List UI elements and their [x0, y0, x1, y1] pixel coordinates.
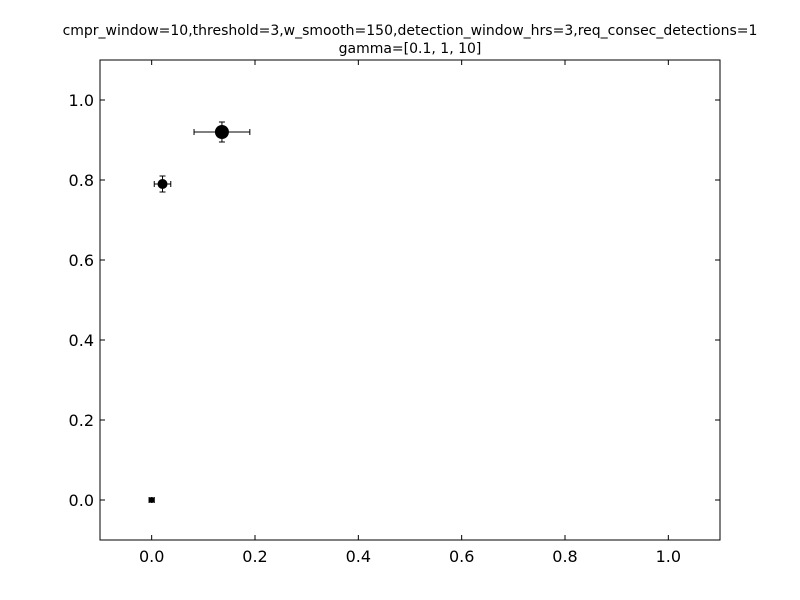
- chart-title-line-1: cmpr_window=10,threshold=3,w_smooth=150,…: [63, 23, 758, 39]
- x-axis: 0.0 0.2 0.4 0.6 0.8 1.0: [139, 60, 681, 566]
- y-tick-label: 1.0: [69, 91, 94, 110]
- x-tick-label: 0.4: [346, 547, 371, 566]
- data-point: [157, 179, 168, 189]
- y-tick-label: 0.0: [69, 491, 94, 510]
- data-points: [148, 121, 251, 503]
- data-point: [148, 497, 155, 503]
- plot-frame: [99, 59, 721, 541]
- x-tick-label: 0.8: [552, 547, 577, 566]
- y-axis: 0.0 0.2 0.4 0.6 0.8 1.0: [69, 91, 720, 510]
- x-tick-label: 0.6: [449, 547, 474, 566]
- chart-title-line-2: gamma=[0.1, 1, 10]: [339, 41, 482, 57]
- y-tick-label: 0.8: [69, 171, 94, 190]
- y-tick-label: 0.6: [69, 251, 94, 270]
- x-tick-label: 1.0: [656, 547, 681, 566]
- x-tick-label: 0.2: [242, 547, 267, 566]
- y-tick-label: 0.4: [69, 331, 94, 350]
- y-tick-label: 0.2: [69, 411, 94, 430]
- data-point: [214, 125, 229, 139]
- x-tick-label: 0.0: [139, 547, 164, 566]
